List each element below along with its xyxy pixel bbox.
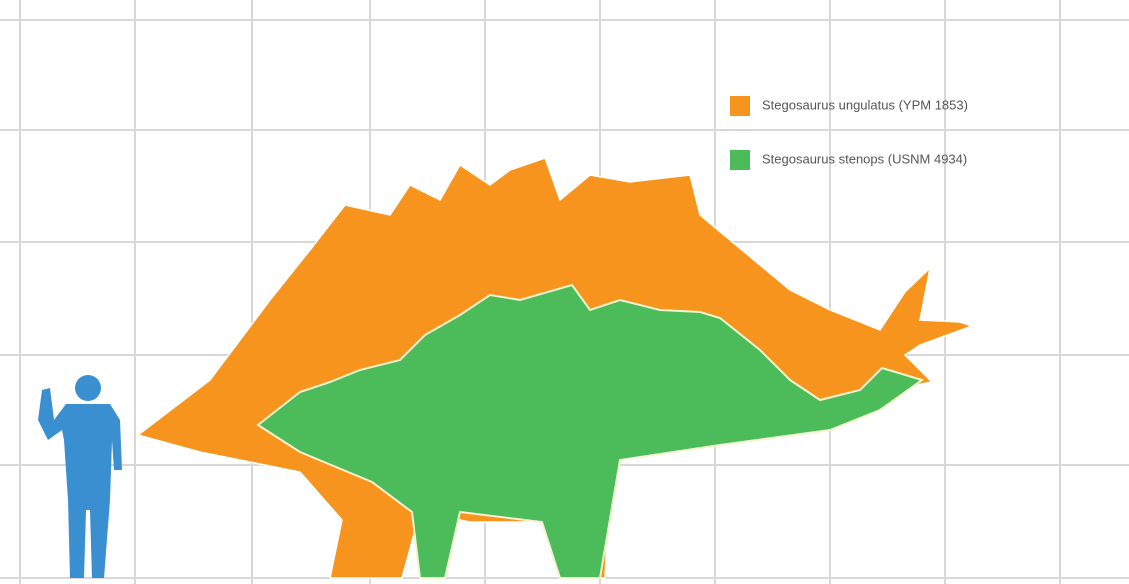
page: Stegosaurus ungulatus (YPM 1853) Stegosau… — [0, 0, 1129, 584]
legend-swatch — [730, 96, 750, 116]
legend-label: Stegosaurus stenops (USNM 4934) — [762, 151, 967, 166]
legend: Stegosaurus ungulatus (YPM 1853) Stegosau… — [730, 96, 968, 170]
legend-label: Stegosaurus ungulatus (YPM 1853) — [762, 97, 968, 112]
legend-swatch — [730, 150, 750, 170]
human-silhouette — [38, 375, 122, 578]
size-comparison: Stegosaurus ungulatus (YPM 1853) Stegosau… — [0, 0, 1129, 584]
